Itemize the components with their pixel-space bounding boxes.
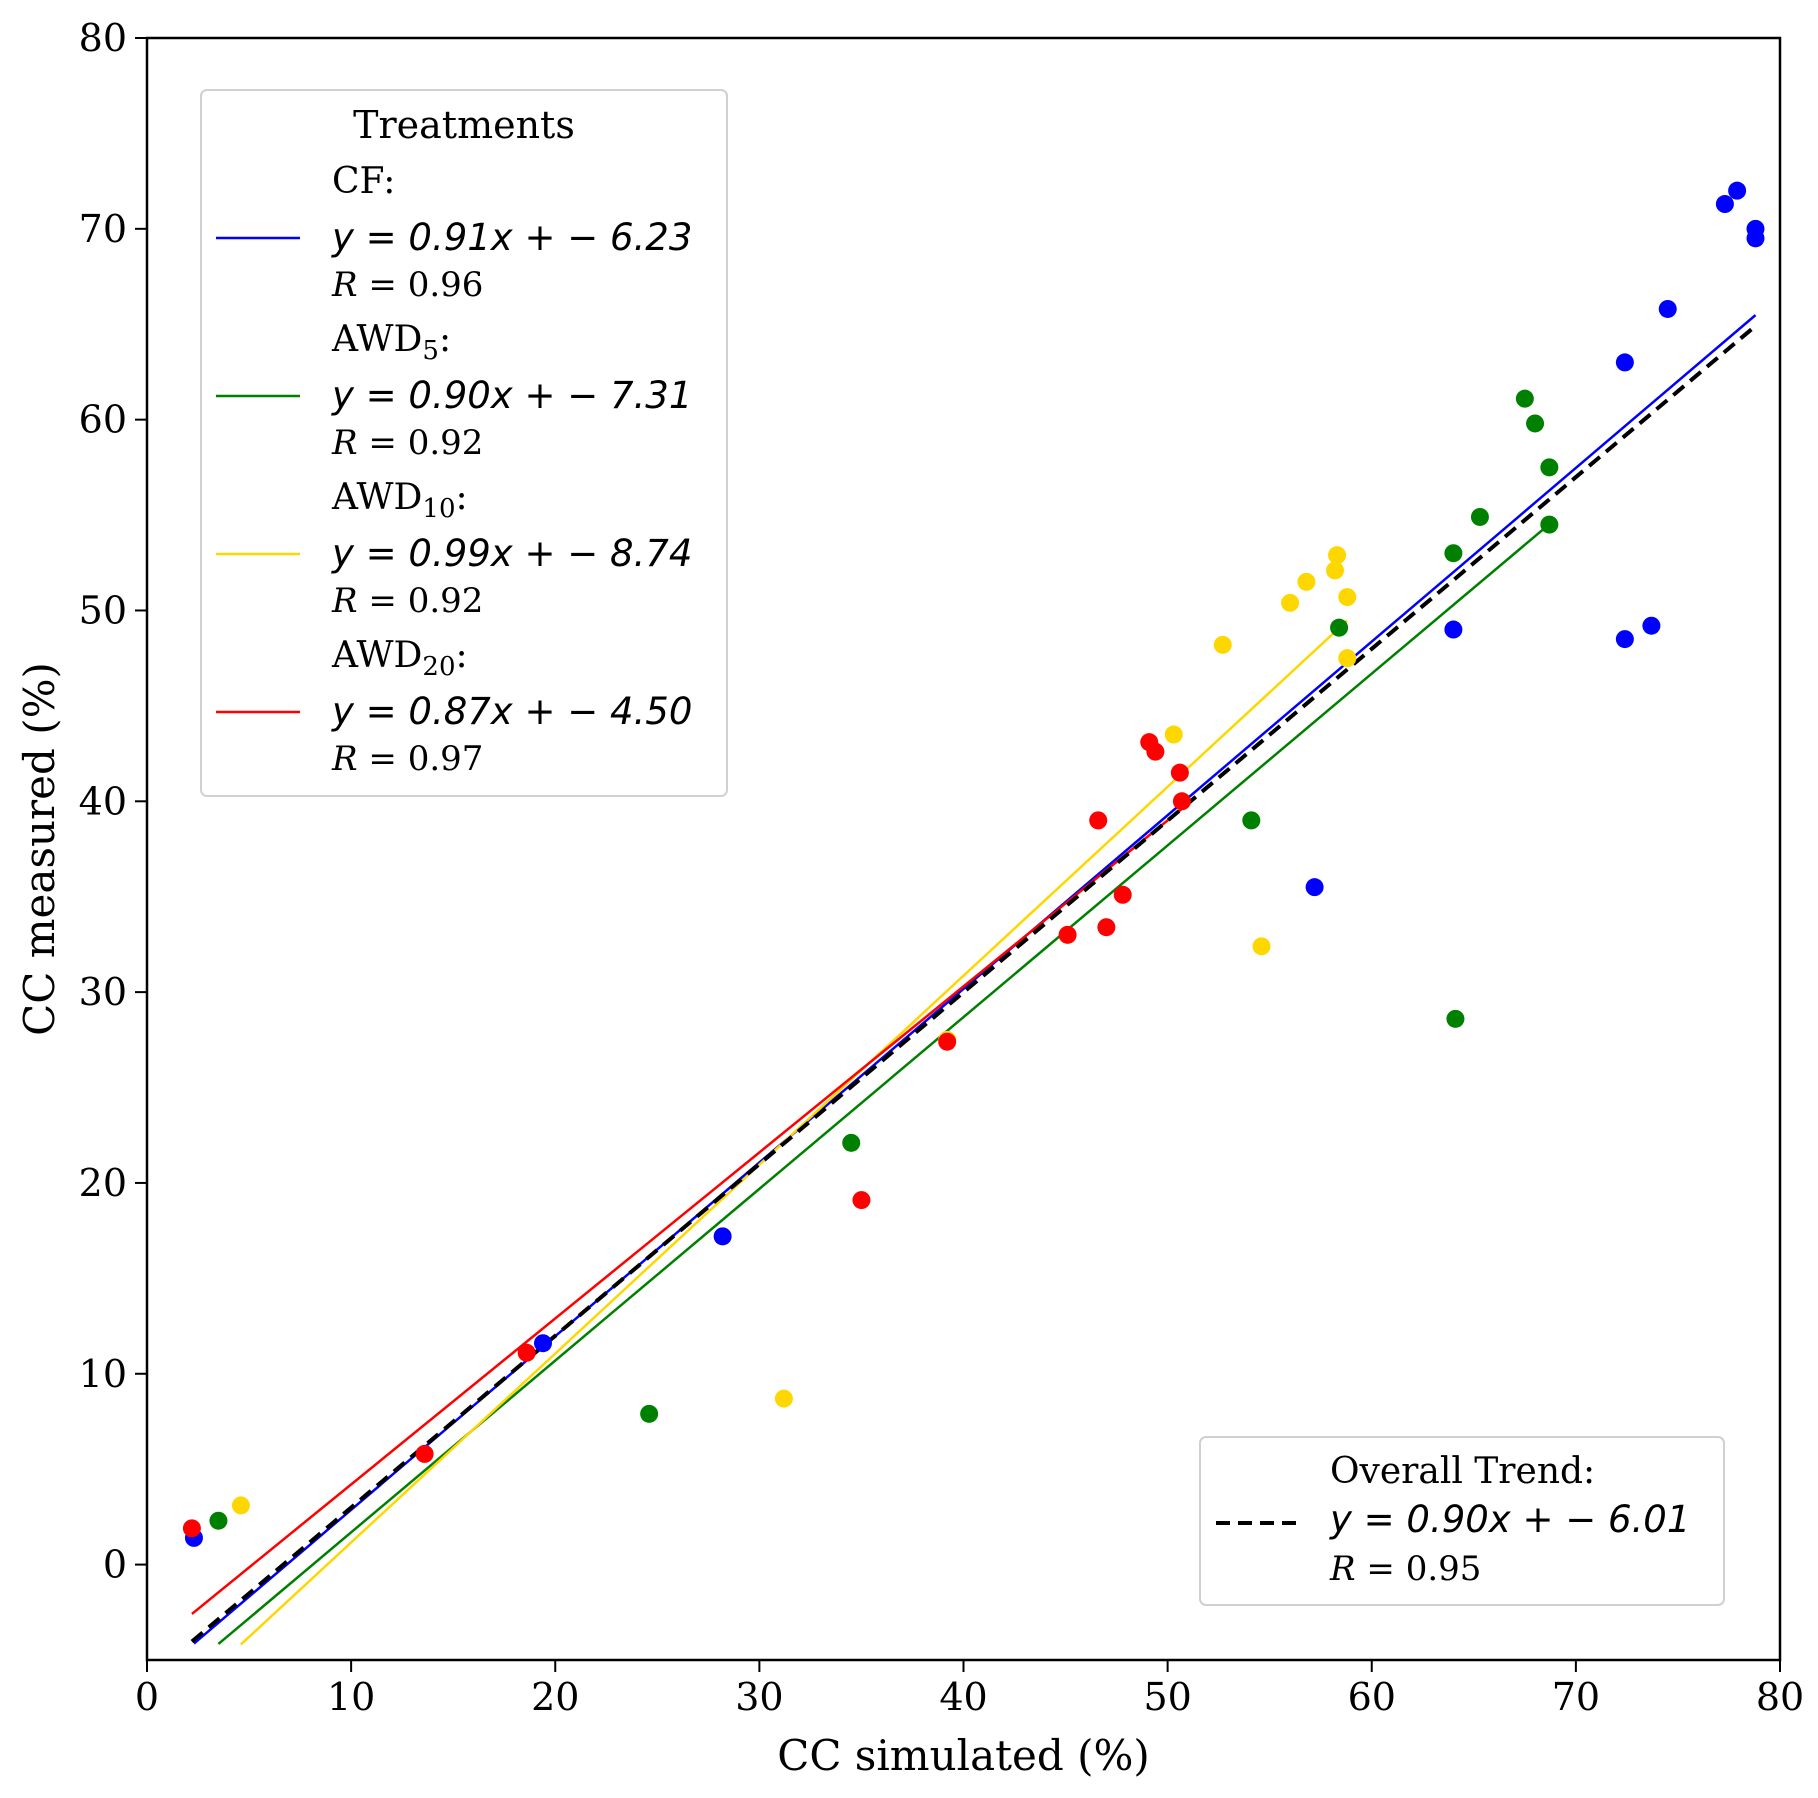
x-tick-label: 10 [327, 1675, 375, 1719]
data-point-awd20 [852, 1191, 871, 1210]
data-point-awd20 [1170, 763, 1189, 782]
data-point-awd5 [1515, 389, 1534, 408]
y-tick-label: 60 [79, 398, 127, 442]
y-tick-label: 10 [79, 1352, 127, 1396]
fit-line-awd20 [191, 807, 1183, 1615]
legend-r-cf: R = 0.96 [331, 265, 483, 305]
y-tick-label: 50 [79, 588, 127, 632]
y-axis-label: CC measured (%) [15, 662, 64, 1036]
legend-r-awd5: R = 0.92 [331, 423, 483, 463]
overall-legend-equation: y = 0.90x + − 6.01 [1329, 1498, 1690, 1541]
data-point-awd20 [1097, 918, 1116, 937]
treatments-legend: Treatments CF: y = 0.91x + − 6.23 R = 0.96… [200, 89, 728, 797]
data-point-awd10 [1164, 725, 1183, 744]
data-point-awd20 [1146, 742, 1165, 761]
data-point-awd10 [1297, 572, 1316, 591]
data-point-cf [713, 1227, 732, 1246]
x-tick-label: 20 [531, 1675, 579, 1719]
legend-label-awd5: AWD5: [331, 319, 451, 366]
data-point-awd20 [1172, 792, 1191, 811]
data-point-awd10 [1338, 649, 1357, 668]
data-point-awd10 [231, 1496, 250, 1515]
legend-equation-awd20: y = 0.87x + − 4.50 [331, 690, 692, 733]
data-point-cf [1715, 195, 1734, 214]
data-points [182, 181, 1765, 1547]
data-point-awd5 [640, 1404, 659, 1423]
data-point-awd5 [1242, 811, 1261, 830]
fit-lines [190, 314, 1757, 1646]
data-point-awd5 [209, 1511, 228, 1530]
data-point-awd20 [1089, 811, 1108, 830]
data-point-cf [1444, 620, 1463, 639]
data-point-awd5 [1540, 458, 1559, 477]
data-point-awd20 [938, 1032, 957, 1051]
x-tick-label: 50 [1143, 1675, 1191, 1719]
data-point-cf [1615, 353, 1634, 372]
data-point-awd5 [1526, 414, 1545, 433]
x-tick-label: 0 [135, 1675, 159, 1719]
overall-legend-box [1199, 1436, 1725, 1606]
data-point-cf [1658, 299, 1677, 318]
data-point-awd5 [842, 1133, 861, 1152]
overall-trend-legend: Overall Trend: y = 0.90x + − 6.01 R = 0.… [1199, 1436, 1725, 1606]
legend-r-awd10: R = 0.92 [331, 581, 483, 621]
overall-legend-r: R = 0.95 [1329, 1549, 1481, 1589]
legend-label-awd20: AWD20: [331, 635, 468, 682]
x-tick-label: 40 [939, 1675, 987, 1719]
data-point-awd20 [415, 1444, 434, 1463]
y-tick-label: 30 [79, 970, 127, 1014]
x-tick-label: 30 [735, 1675, 783, 1719]
y-tick-label: 40 [79, 779, 127, 823]
overall-trend-line [190, 324, 1757, 1644]
y-tick-label: 80 [79, 16, 127, 60]
data-point-awd10 [1252, 937, 1271, 956]
data-point-awd10 [1281, 593, 1300, 612]
data-point-cf [1728, 181, 1747, 200]
legend-r-awd20: R = 0.97 [331, 739, 483, 779]
data-point-awd10 [1328, 546, 1347, 565]
data-point-cf [1642, 616, 1661, 635]
data-point-awd5 [1446, 1009, 1465, 1028]
data-point-awd5 [1540, 515, 1559, 534]
x-tick-label: 70 [1552, 1675, 1600, 1719]
data-point-awd20 [1113, 885, 1132, 904]
legend-label-cf: CF: [332, 161, 395, 202]
data-point-cf [534, 1334, 553, 1353]
data-point-awd10 [774, 1389, 793, 1408]
y-tick-label: 20 [79, 1161, 127, 1205]
data-point-cf [1305, 878, 1324, 897]
data-point-awd20 [182, 1519, 201, 1538]
fit-line-awd5 [217, 523, 1551, 1645]
data-point-cf [1615, 630, 1634, 649]
legend-label-awd10: AWD10: [331, 477, 468, 524]
data-point-awd10 [1213, 635, 1232, 654]
data-point-awd10 [1338, 588, 1357, 607]
x-axis-label: CC simulated (%) [777, 1731, 1150, 1780]
overall-legend-title: Overall Trend: [1330, 1451, 1595, 1492]
data-point-awd5 [1444, 544, 1463, 563]
data-point-awd5 [1470, 507, 1489, 526]
data-point-awd20 [1058, 925, 1077, 944]
legend-equation-cf: y = 0.91x + − 6.23 [331, 216, 692, 259]
data-point-awd20 [517, 1343, 536, 1362]
legend-title: Treatments [353, 103, 575, 147]
legend-box [200, 89, 728, 797]
data-point-cf [1746, 229, 1765, 248]
legend-equation-awd5: y = 0.90x + − 7.31 [331, 374, 692, 417]
y-tick-label: 70 [79, 207, 127, 251]
data-point-awd5 [1330, 618, 1349, 637]
fit-line-awd10 [240, 619, 1349, 1646]
x-tick-label: 60 [1348, 1675, 1396, 1719]
y-tick-label: 0 [103, 1543, 127, 1587]
axes: 0 10 20 30 40 50 60 70 80 0 10 20 30 40 50 60 70 80 CC sim… [15, 16, 1804, 1780]
legend-equation-awd10: y = 0.99x + − 8.74 [331, 532, 692, 575]
data-point-awd10 [1326, 561, 1345, 580]
x-tick-label: 80 [1756, 1675, 1804, 1719]
